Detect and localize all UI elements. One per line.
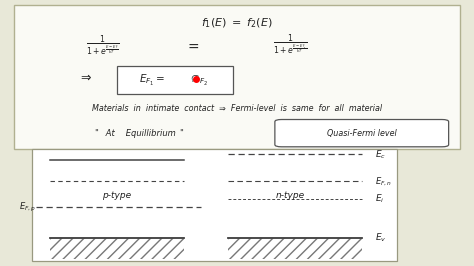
FancyBboxPatch shape: [275, 119, 448, 147]
Text: $f_1(E)\ =\ f_2(E)$: $f_1(E)\ =\ f_2(E)$: [201, 17, 273, 30]
FancyBboxPatch shape: [32, 149, 397, 261]
Text: $E_{F,p}$: $E_{F,p}$: [18, 201, 36, 214]
Text: $E_{F,n}$: $E_{F,n}$: [375, 175, 392, 188]
Text: $\emptyset_{F_2}$: $\emptyset_{F_2}$: [190, 72, 208, 88]
FancyBboxPatch shape: [14, 5, 460, 149]
Text: "  At  Equillibrium ": " At Equillibrium ": [94, 129, 183, 138]
Text: $=$: $=$: [185, 39, 200, 53]
Text: Quasi-Fermi level: Quasi-Fermi level: [327, 129, 397, 138]
Text: $E_i$: $E_i$: [375, 193, 384, 205]
Bar: [228, 238, 362, 259]
Bar: [50, 238, 183, 259]
Text: $\frac{1}{1+e^{\frac{E-E_F}{kT}}}$: $\frac{1}{1+e^{\frac{E-E_F}{kT}}}$: [86, 33, 120, 58]
Text: $\frac{1}{1+e^{\frac{E-E_{F_2}}{kT}}}$: $\frac{1}{1+e^{\frac{E-E_{F_2}}{kT}}}$: [273, 33, 308, 58]
Text: $\Rightarrow$: $\Rightarrow$: [78, 71, 92, 84]
Text: $E_c$: $E_c$: [375, 148, 386, 161]
Text: $E_{F_1}=$: $E_{F_1}=$: [139, 72, 165, 88]
FancyBboxPatch shape: [117, 66, 233, 94]
Text: n-type: n-type: [276, 191, 305, 200]
Text: $E_v$: $E_v$: [375, 231, 387, 244]
Text: Materials  in  intimate  contact  ⇒  Fermi-level  is  same  for  all  material: Materials in intimate contact ⇒ Fermi-le…: [92, 104, 382, 113]
Text: p-type: p-type: [102, 191, 131, 200]
